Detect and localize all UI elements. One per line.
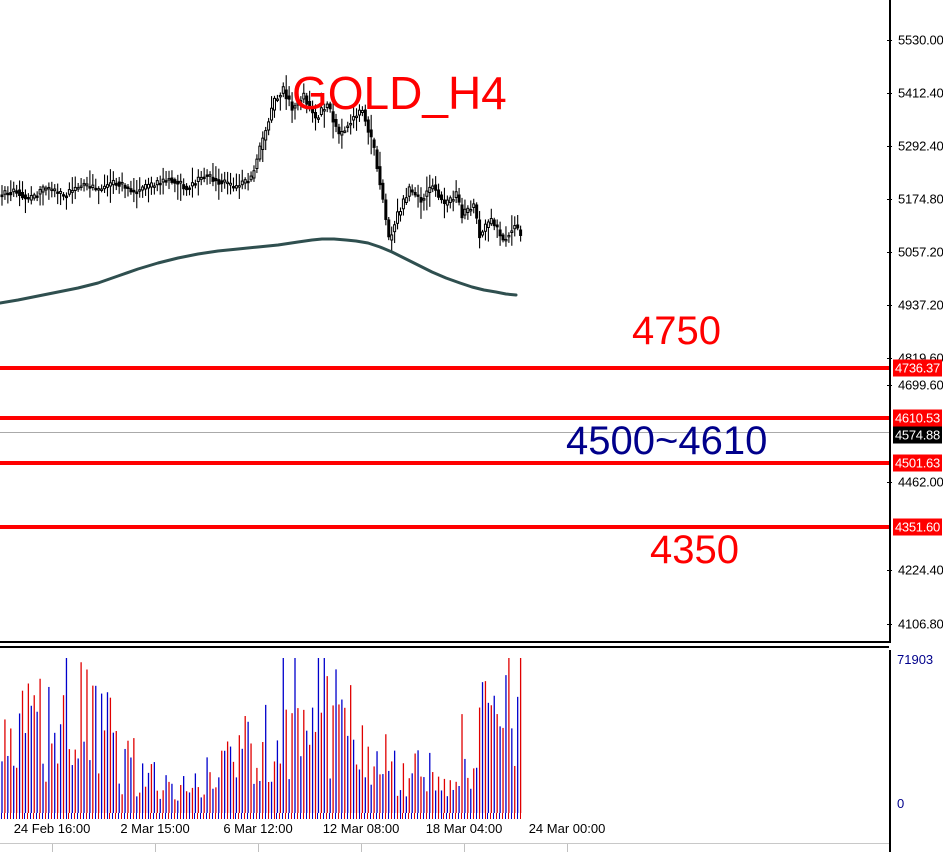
time-tick-label: 24 Feb 16:00 xyxy=(13,821,91,836)
time-tick-label: 12 Mar 08:00 xyxy=(322,821,400,836)
price-tick-label: 5057.20 xyxy=(898,244,943,260)
price-chart-panel[interactable]: GOLD_H4 4750 4500~4610 4350 xyxy=(0,0,889,643)
level-line-4610[interactable] xyxy=(0,416,889,420)
axis-corner xyxy=(889,813,943,852)
price-tick-label: 5530.00 xyxy=(898,32,943,48)
price-tag-4351[interactable]: 4351.60 xyxy=(893,518,942,536)
time-tick-label: 6 Mar 12:00 xyxy=(223,821,293,836)
price-tag-4501[interactable]: 4501.63 xyxy=(893,454,942,472)
time-tick-label: 24 Mar 00:00 xyxy=(528,821,606,836)
chart-title-annotation: GOLD_H4 xyxy=(292,67,507,119)
price-tick-label: 4224.40 xyxy=(898,562,943,578)
volume-panel[interactable] xyxy=(0,650,889,813)
annotation-4750: 4750 xyxy=(632,309,721,353)
annotation-4500-4610: 4500~4610 xyxy=(566,419,768,463)
time-axis-separator xyxy=(0,843,889,844)
price-tag-4736[interactable]: 4736.37 xyxy=(893,359,942,377)
price-axis[interactable]: 5530.00 5412.40 5292.40 5174.80 5057.20 … xyxy=(887,0,943,643)
time-tick-marks xyxy=(0,813,889,819)
price-tag-current-4574[interactable]: 4574.88 xyxy=(893,426,942,444)
time-tick-label: 2 Mar 15:00 xyxy=(120,821,190,836)
volume-axis[interactable]: 71903 0 xyxy=(889,650,943,813)
candlestick-series xyxy=(0,75,523,252)
volume-min-label: 0 xyxy=(897,796,905,811)
price-tick-label: 5412.40 xyxy=(898,85,943,101)
level-line-4736[interactable] xyxy=(0,366,889,370)
panel-divider xyxy=(0,641,889,648)
time-axis[interactable]: 24 Feb 16:00 2 Mar 15:00 6 Mar 12:00 12 … xyxy=(0,813,889,852)
volume-bars xyxy=(1,658,522,813)
level-line-4351[interactable] xyxy=(0,525,889,529)
price-tick-label: 5292.40 xyxy=(898,138,943,154)
annotation-4350: 4350 xyxy=(650,528,739,572)
volume-max-label: 71903 xyxy=(897,652,934,667)
price-tick-label: 4699.60 xyxy=(898,377,943,393)
price-tick-label: 4462.00 xyxy=(898,474,943,490)
level-line-4501[interactable] xyxy=(0,461,889,465)
time-tick-label: 18 Mar 04:00 xyxy=(425,821,503,836)
price-tick-label: 4106.80 xyxy=(898,616,943,632)
price-tick-label: 5174.80 xyxy=(898,191,943,207)
price-tag-4610[interactable]: 4610.53 xyxy=(893,409,942,427)
current-price-line xyxy=(0,432,889,433)
price-tick-label: 4937.20 xyxy=(898,297,943,313)
